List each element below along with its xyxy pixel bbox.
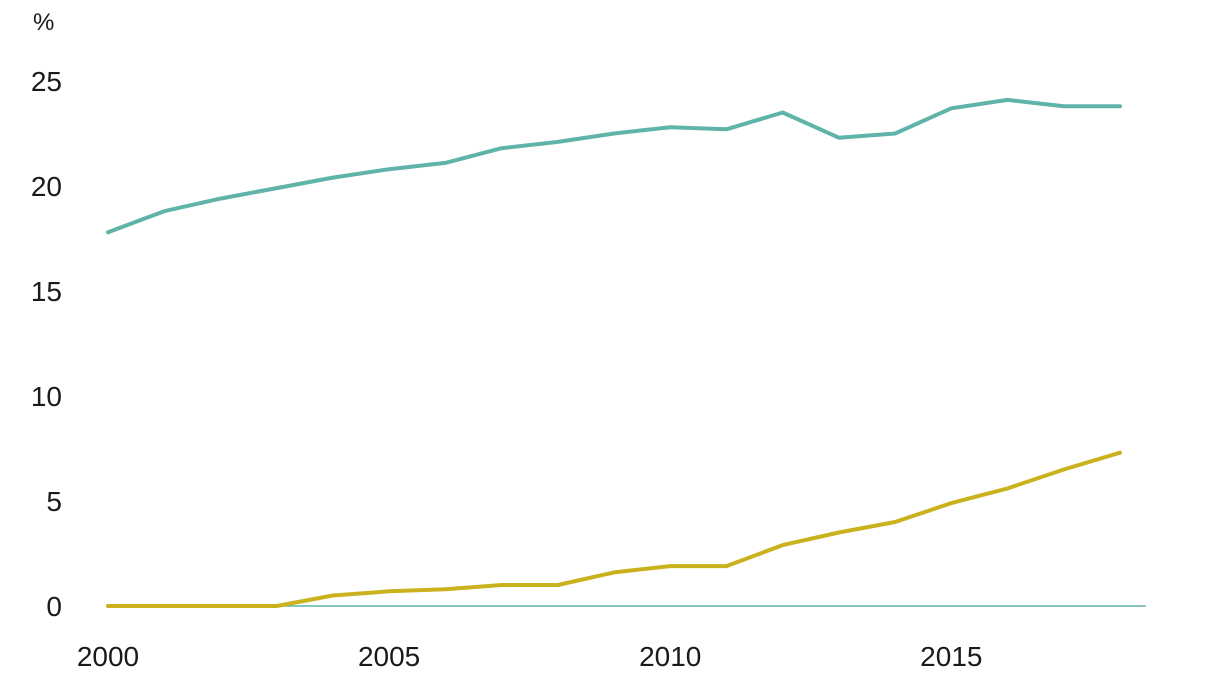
y-tick-label: 25 <box>31 66 62 97</box>
y-tick-label: 20 <box>31 171 62 202</box>
series-line-2 <box>106 450 1122 608</box>
y-axis-ticks: 0 5 10 15 20 25 <box>31 66 62 622</box>
x-tick-label: 2005 <box>358 641 420 672</box>
series-line-1 <box>106 97 1122 235</box>
y-tick-label: 15 <box>31 276 62 307</box>
y-axis-unit-label: % <box>33 9 54 36</box>
x-tick-label: 2000 <box>77 641 139 672</box>
x-axis-ticks: 2000 2005 2010 2015 <box>77 641 983 672</box>
x-tick-label: 2010 <box>639 641 701 672</box>
y-tick-label: 5 <box>46 486 62 517</box>
y-tick-label: 0 <box>46 591 62 622</box>
y-tick-label: 10 <box>31 381 62 412</box>
x-tick-label: 2015 <box>920 641 982 672</box>
series-lines <box>106 97 1122 608</box>
